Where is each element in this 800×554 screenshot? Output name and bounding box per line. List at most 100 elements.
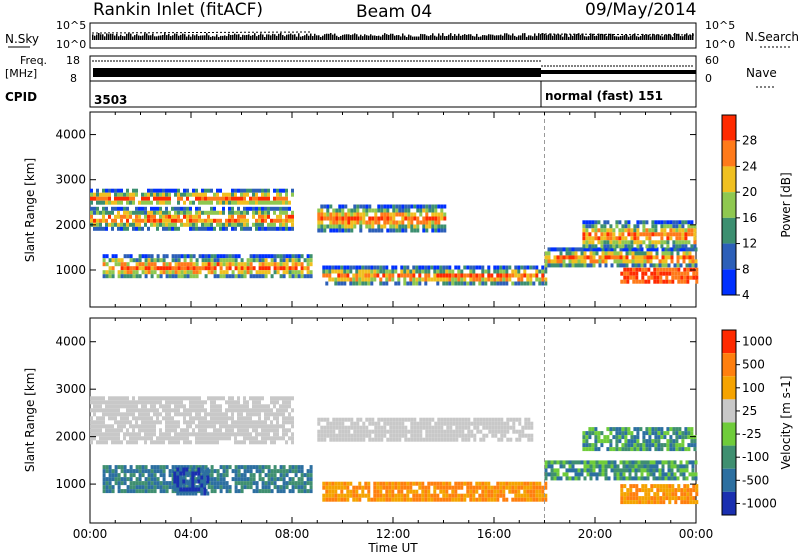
velocity-cell <box>659 484 663 489</box>
velocity-cell <box>111 408 114 413</box>
velocity-cell <box>660 435 664 440</box>
power-cell <box>688 259 692 264</box>
velocity-cell <box>111 485 115 490</box>
power-cell <box>228 254 232 259</box>
velocity-cell <box>479 417 483 422</box>
nsky-tick-mark <box>154 36 156 40</box>
power-cell <box>568 251 572 256</box>
power-cell <box>225 274 229 279</box>
velocity-cell <box>282 420 285 425</box>
velocity-cell <box>445 481 449 486</box>
power-cell <box>174 270 178 275</box>
power-cell <box>431 224 435 229</box>
velocity-cell <box>204 469 208 474</box>
velocity-cell <box>126 400 129 405</box>
velocity-cell <box>234 485 238 490</box>
power-cell <box>258 214 261 219</box>
velocity-cell <box>171 489 175 494</box>
velocity-cell <box>484 493 488 498</box>
power-cell <box>676 263 680 268</box>
power-cell <box>141 270 145 275</box>
velocity-cell <box>150 477 154 482</box>
velocity-cell <box>469 497 473 502</box>
power-cell <box>144 258 148 263</box>
velocity-cell <box>653 500 657 505</box>
power-cell <box>350 224 354 229</box>
velocity-cell <box>243 428 246 433</box>
velocity-cell <box>219 412 222 417</box>
velocity-cell <box>194 491 198 496</box>
power-cell <box>285 214 288 219</box>
power-cell <box>677 279 681 284</box>
velocity-cell <box>240 424 243 429</box>
velocity-cell <box>655 464 659 469</box>
velocity-cell <box>252 473 256 478</box>
velocity-cell <box>150 465 154 470</box>
velocity-cell <box>264 489 268 494</box>
power-ytick-label: 3000 <box>55 173 86 187</box>
power-cell <box>523 281 527 286</box>
velocity-cell <box>291 408 294 413</box>
power-cell <box>96 188 99 193</box>
power-cell <box>683 267 687 272</box>
nsky-tick-mark <box>104 36 106 40</box>
power-cell <box>544 277 548 282</box>
power-cell <box>580 251 584 256</box>
velocity-cell <box>633 443 637 448</box>
velocity-cell <box>132 428 135 433</box>
power-cell <box>222 262 226 267</box>
velocity-cell <box>650 500 654 505</box>
velocity-cell <box>198 440 201 445</box>
velocity-cell <box>222 473 226 478</box>
velocity-cell <box>350 437 354 442</box>
velocity-cell <box>114 440 117 445</box>
power-cell <box>425 220 429 225</box>
power-cell <box>249 254 253 259</box>
nsky-tick-mark <box>602 34 604 40</box>
power-cell <box>422 220 426 225</box>
power-cell <box>285 200 288 205</box>
power-cell <box>201 262 205 267</box>
power-cell <box>322 269 326 274</box>
velocity-cell <box>249 440 252 445</box>
power-cell <box>102 210 105 215</box>
velocity-colorbar-label: 500 <box>742 358 765 372</box>
velocity-cell <box>620 492 624 497</box>
power-cell <box>586 247 590 252</box>
velocity-cell <box>273 428 276 433</box>
velocity-cell <box>246 485 250 490</box>
power-cell <box>249 196 252 201</box>
power-cell <box>556 259 560 264</box>
velocity-cell <box>185 467 189 472</box>
power-cell <box>511 273 515 278</box>
velocity-cell <box>294 465 298 470</box>
power-cell <box>243 226 246 231</box>
velocity-cell <box>591 447 595 452</box>
velocity-cell <box>174 428 177 433</box>
nsky-tick-mark <box>106 33 108 40</box>
velocity-cell <box>427 493 431 498</box>
velocity-cell <box>550 460 554 465</box>
power-cell <box>338 212 342 217</box>
velocity-cell <box>222 420 225 425</box>
velocity-cell <box>604 472 608 477</box>
velocity-cell <box>288 396 291 401</box>
power-cell <box>678 240 682 245</box>
velocity-cell <box>261 481 265 486</box>
velocity-cell <box>252 408 255 413</box>
velocity-cell <box>225 408 228 413</box>
power-cell <box>364 269 368 274</box>
power-cell <box>562 247 566 252</box>
nsky-tick-mark <box>370 34 372 40</box>
velocity-colorbar-label: -25 <box>742 427 762 441</box>
power-cell <box>624 240 628 245</box>
power-cell <box>150 270 154 275</box>
power-cell <box>159 222 162 227</box>
power-cell <box>252 258 256 263</box>
velocity-cell <box>276 477 280 482</box>
velocity-cell <box>156 416 159 421</box>
power-cell <box>237 206 240 211</box>
power-cell <box>189 262 193 267</box>
power-cell <box>619 251 623 256</box>
velocity-cell <box>159 473 163 478</box>
